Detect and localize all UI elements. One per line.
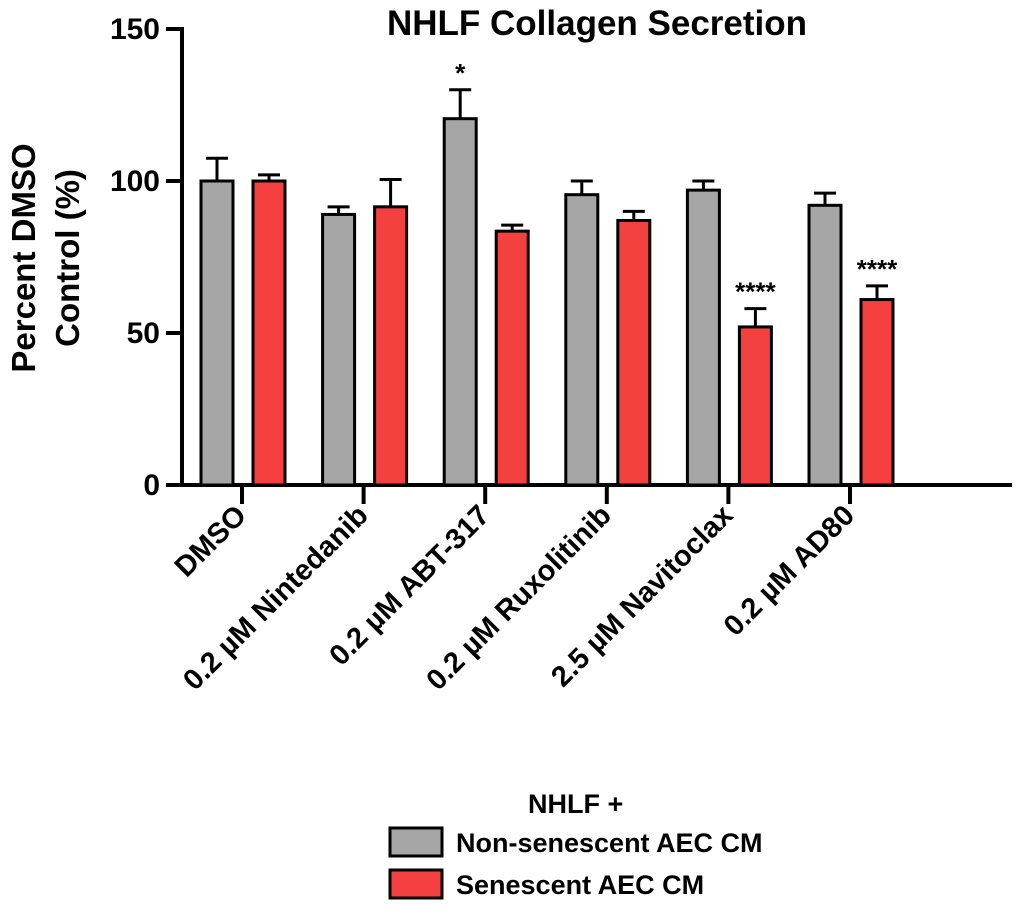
bar-senescent-0-2-m-abt-317 bbox=[494, 229, 530, 487]
y-tick-label-100: 100 bbox=[110, 165, 160, 198]
bar-nonsenescent-0-2-m-nintedanib bbox=[321, 212, 357, 487]
bar-senescent-0-2-m-nintedanib bbox=[373, 205, 409, 487]
y-tick-label-50: 50 bbox=[127, 317, 160, 350]
legend-label-senescent: Senescent AEC CM bbox=[456, 870, 704, 900]
bar-nonsenescent-0-2-m-abt-317 bbox=[442, 117, 478, 487]
x-tick-label-0-2-m-ad80: 0.2 µM AD80 bbox=[718, 499, 861, 642]
bar-nonsenescent-dmso bbox=[199, 179, 235, 487]
legend-title: NHLF + bbox=[528, 789, 623, 819]
significance-senescent-0-2-m-ad80: **** bbox=[857, 254, 898, 284]
x-tick-label-dmso: DMSO bbox=[169, 499, 253, 583]
y-axis-label-line-1: Percent DMSO bbox=[5, 143, 42, 372]
significance-senescent-2-5-m-navitoclax: **** bbox=[735, 277, 776, 307]
bar-senescent-0-2-m-ruxolitinib bbox=[616, 219, 652, 487]
y-axis-label-line-2: Control (%) bbox=[49, 169, 86, 347]
bar-senescent-dmso bbox=[251, 179, 287, 487]
chart-title: NHLF Collagen Secretion bbox=[387, 4, 807, 43]
bar-nonsenescent-2-5-m-navitoclax bbox=[685, 188, 721, 487]
y-tick-label-0: 0 bbox=[143, 469, 160, 502]
bar-senescent-2-5-m-navitoclax bbox=[737, 325, 773, 487]
legend-swatch-senescent bbox=[388, 868, 444, 900]
bar-nonsenescent-0-2-m-ruxolitinib bbox=[564, 193, 600, 487]
legend-swatch-nonsenescent bbox=[388, 826, 444, 858]
significance-nonsenescent-0-2-m-abt-317: * bbox=[455, 58, 466, 88]
legend-label-nonsenescent: Non-senescent AEC CM bbox=[456, 828, 763, 858]
bar-senescent-0-2-m-ad80 bbox=[859, 298, 895, 487]
y-tick-label-150: 150 bbox=[110, 13, 160, 46]
bar-nonsenescent-0-2-m-ad80 bbox=[807, 203, 843, 487]
